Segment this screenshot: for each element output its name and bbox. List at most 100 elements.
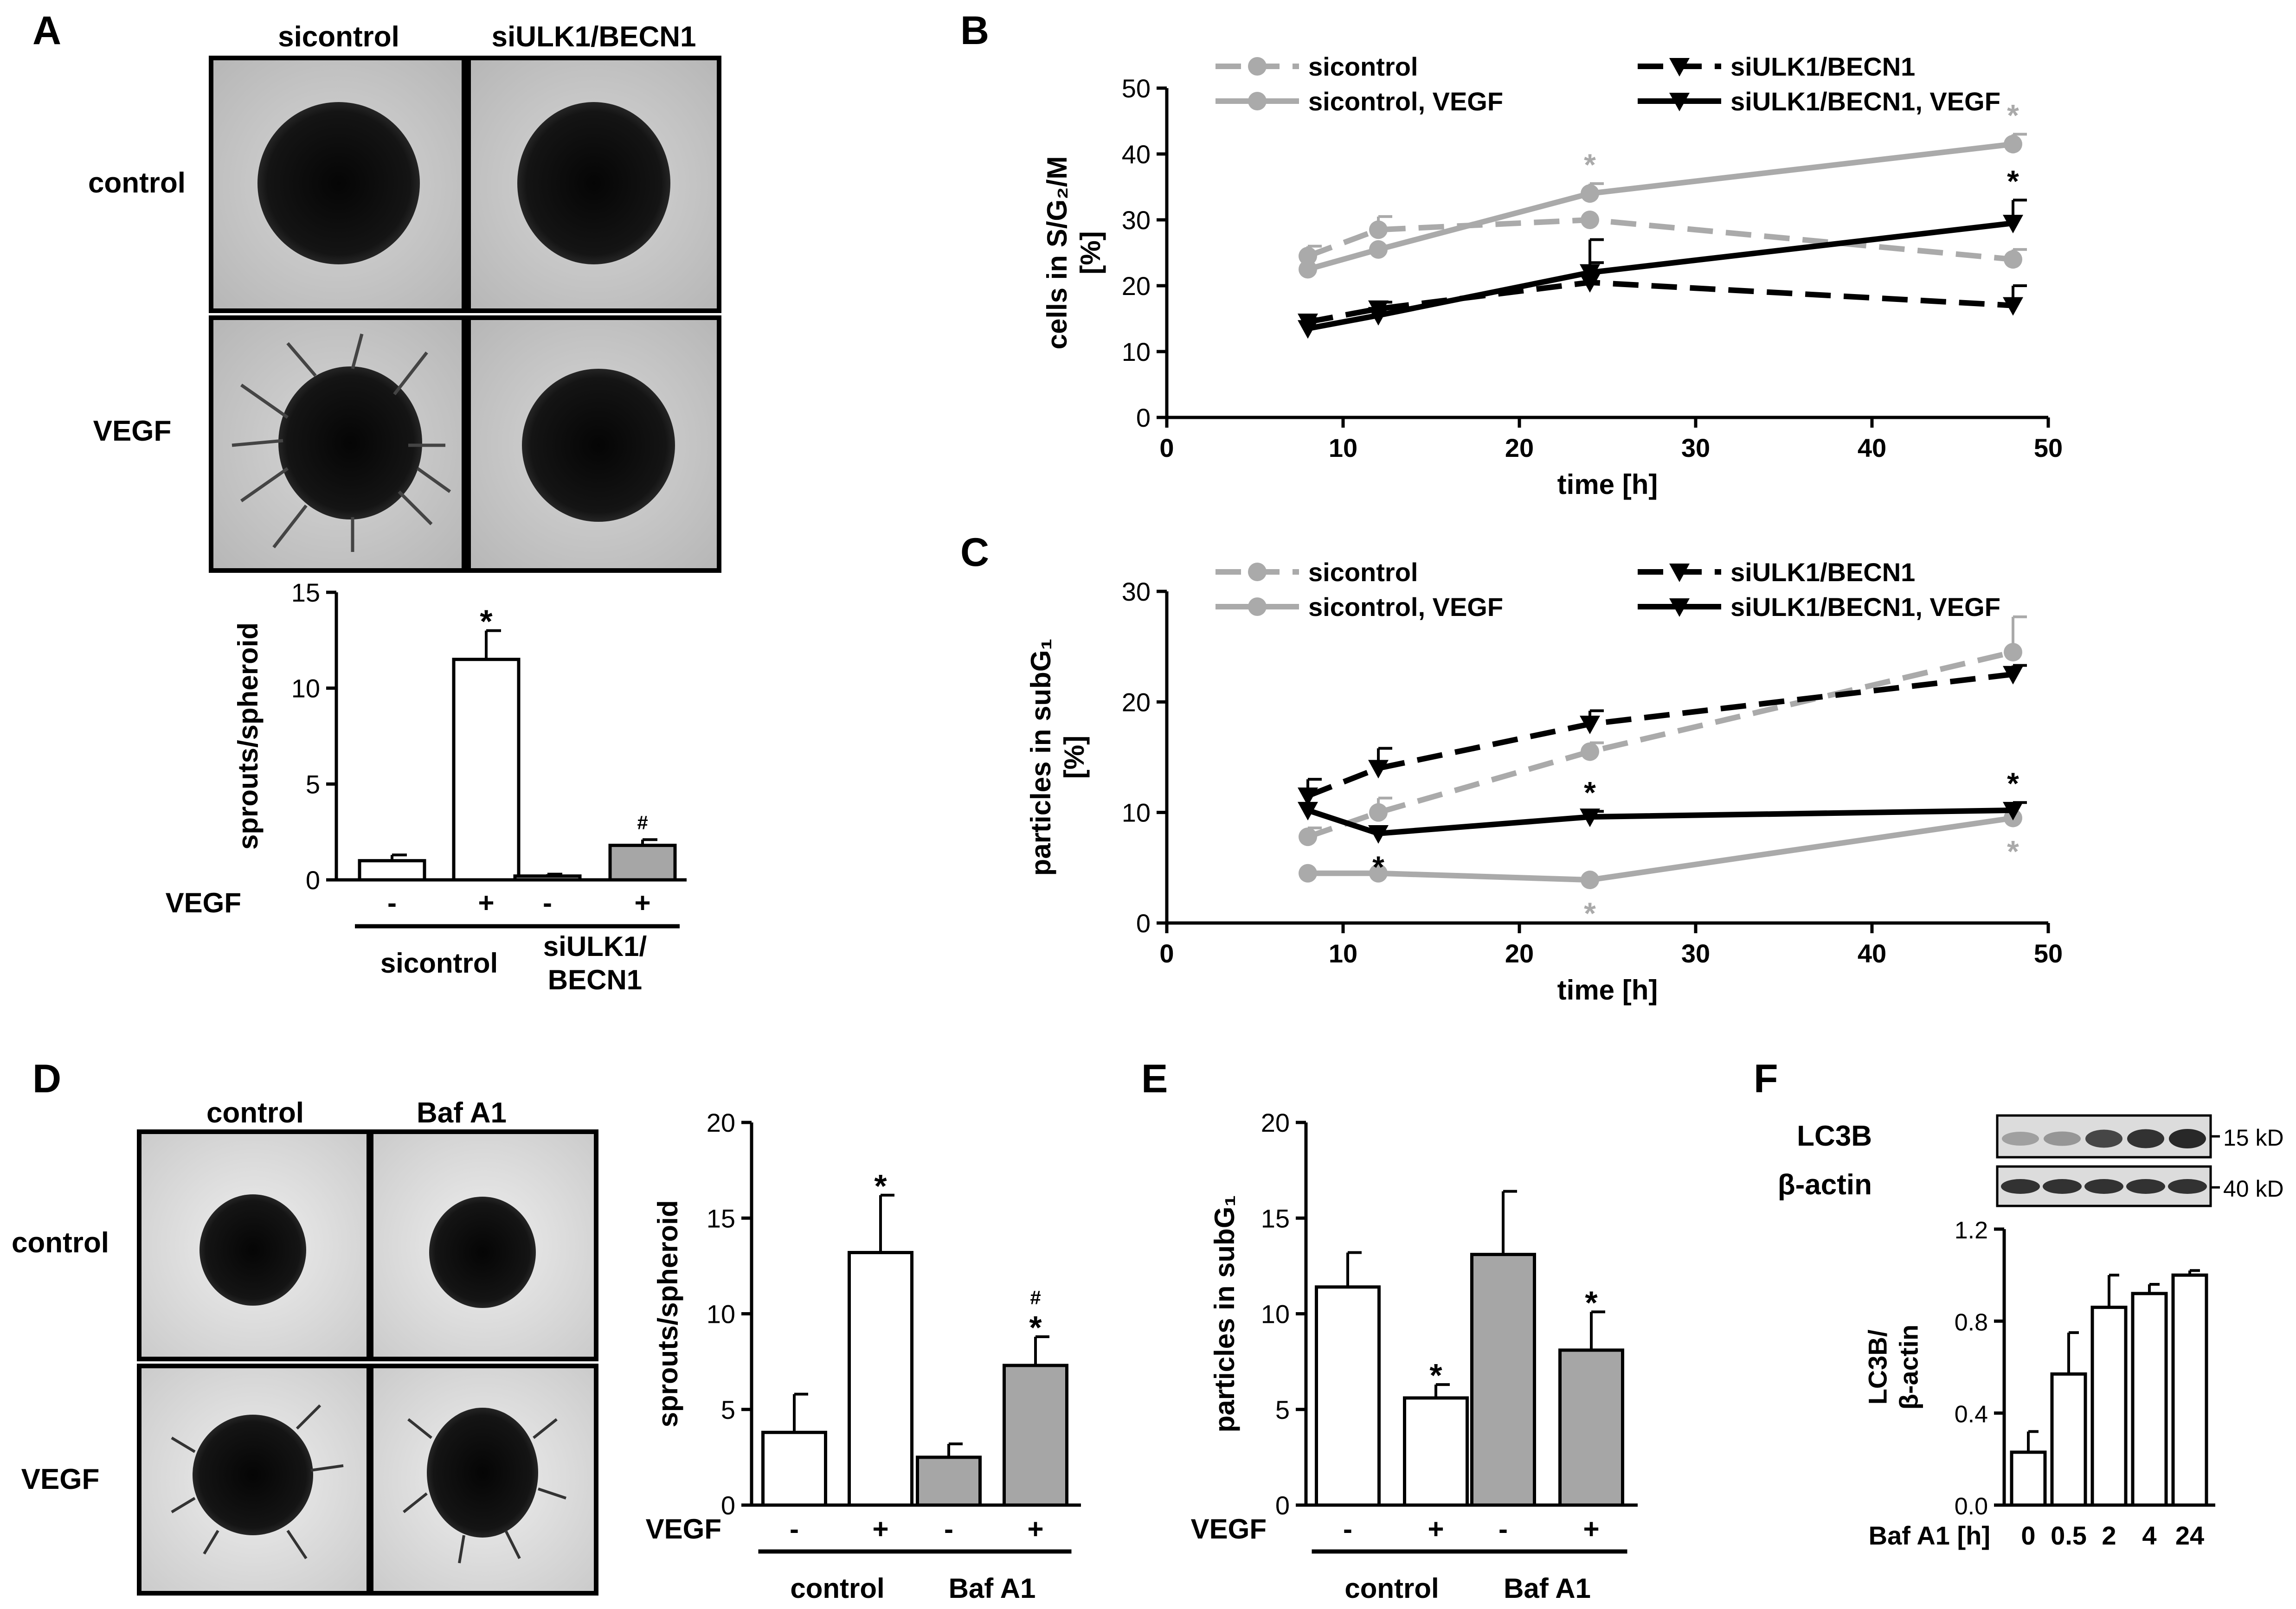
- significance-star: *: [1029, 1309, 1042, 1346]
- y-tick-label: 15: [1261, 1204, 1290, 1233]
- bar: [1403, 1396, 1469, 1507]
- spheroid: [427, 1408, 538, 1538]
- photo-d-control-vegf: [137, 1364, 371, 1596]
- data-point: [1368, 825, 1389, 844]
- series-line: [1307, 220, 2013, 332]
- group-label: Baf A1: [1504, 1573, 1591, 1604]
- lc3b-band: [2127, 1129, 2164, 1148]
- lc3b-band: [2169, 1129, 2206, 1148]
- significance-star: *: [2007, 834, 2019, 869]
- panel-a-row-label: control: [88, 167, 186, 199]
- data-point: [1369, 803, 1388, 822]
- legend-label: sicontrol, VEGF: [1308, 592, 1503, 622]
- series-line: [1307, 141, 2013, 272]
- legend-marker: [1669, 564, 1690, 582]
- chart-b-cell-cycle: 0 10 20 30 40 50 0 10 20 30 40 50 time [h] cells in S…: [1042, 52, 2063, 500]
- vegf-sign: +: [1027, 1513, 1043, 1545]
- group-label: sicontrol: [380, 948, 498, 979]
- y-axis-title: cells in S/G₂/M[%]: [1042, 156, 1106, 350]
- data-point: [1369, 240, 1388, 259]
- group-label: siULK1/BECN1: [543, 931, 647, 995]
- legend-marker: [1669, 93, 1690, 111]
- y-tick-label: 10: [1261, 1300, 1290, 1329]
- bar: [2050, 1372, 2087, 1507]
- y-tick-label: 50: [1122, 74, 1151, 103]
- group-label: Baf A1: [949, 1573, 1036, 1604]
- significance-star: *: [1584, 147, 1596, 182]
- data-point: [2004, 135, 2022, 154]
- panel-letter-f: F: [1754, 1057, 1778, 1101]
- sprouts: [171, 1404, 566, 1564]
- data-point: [2003, 666, 2023, 685]
- actin-band: [2001, 1179, 2040, 1194]
- bar: [1470, 1253, 1536, 1507]
- x-tick-label: 0.5: [2051, 1521, 2087, 1550]
- chart-f-lc3b-ratio: 0.0 0.4 0.8 1.2 LC3B/β-actin Baf A1 [h] 0 0.5 2 4…: [1863, 1217, 2215, 1550]
- panel-d-col-label: control: [206, 1097, 304, 1129]
- y-tick-label: 0: [721, 1491, 735, 1520]
- lc3b-band: [2044, 1131, 2081, 1146]
- data-point: [1580, 808, 1600, 827]
- legend-label: siULK1/BECN1, VEGF: [1730, 592, 2000, 622]
- spheroid: [522, 369, 675, 522]
- panel-a-col-label: sicontrol: [278, 21, 399, 53]
- legend-label: sicontrol, VEGF: [1308, 87, 1503, 116]
- y-tick-label: 0.0: [1955, 1493, 1988, 1520]
- spheroid: [199, 1194, 306, 1306]
- x-tick-label: 2: [2102, 1521, 2116, 1550]
- panel-d-col-label: Baf A1: [417, 1097, 507, 1129]
- data-point: [2004, 643, 2022, 662]
- y-tick-label: 40: [1122, 140, 1151, 169]
- y-tick-label: 0: [1275, 1491, 1290, 1520]
- y-tick-label: 5: [306, 769, 320, 799]
- x-tick-label: 4: [2142, 1521, 2156, 1550]
- bar: [916, 1455, 982, 1507]
- y-tick-label: 0: [306, 865, 320, 895]
- legend-marker: [1248, 563, 1267, 581]
- data-point: [1581, 211, 1599, 229]
- spheroid: [278, 366, 422, 519]
- y-tick-label: 5: [1275, 1395, 1290, 1424]
- legend-label: siULK1/BECN1: [1730, 52, 1915, 81]
- panel-a-photos: sicontrol siULK1/BECN1 control VEGF: [88, 21, 721, 573]
- bar: [2090, 1306, 2128, 1507]
- legend-marker: [1248, 57, 1267, 76]
- x-tick-label: 20: [1505, 939, 1534, 968]
- panel-a-row-label: VEGF: [93, 415, 172, 447]
- x-tick-label: 40: [1858, 939, 1886, 968]
- data-point: [1369, 220, 1388, 239]
- data-point: [2003, 801, 2023, 821]
- bar: [2010, 1450, 2047, 1507]
- y-tick-label: 5: [721, 1395, 735, 1424]
- bar: [2131, 1292, 2168, 1507]
- significance-star: *: [874, 1168, 887, 1204]
- y-tick-label: 15: [707, 1204, 735, 1233]
- spheroid: [257, 102, 420, 264]
- panel-f-blot: LC3B β-actin 15 kD 40 kD: [1778, 1114, 2284, 1207]
- data-point: [1298, 787, 1318, 806]
- y-tick-label: 0: [1136, 909, 1151, 938]
- vegf-sign: -: [944, 1513, 953, 1545]
- actin-band: [2126, 1179, 2165, 1194]
- y-tick-label: 10: [1122, 337, 1151, 366]
- data-point: [2003, 297, 2023, 316]
- significance-star: *: [2007, 98, 2019, 132]
- data-point: [1299, 260, 1317, 279]
- vegf-sign: +: [872, 1513, 888, 1545]
- vegf-sign: -: [1343, 1513, 1352, 1545]
- vegf-sign: +: [1428, 1513, 1444, 1545]
- y-tick-label: 30: [1122, 205, 1151, 235]
- data-point: [1369, 864, 1388, 883]
- chart-e-subg1: 0 5 10 15 20 particles in subG₁ * * VEGF - + - + cont…: [1191, 1108, 1638, 1604]
- legend-marker: [1248, 92, 1267, 110]
- data-point: [2004, 250, 2022, 269]
- chart-a-sprouts: 0 5 10 15 sprouts/spheroid * # VEGF - + - + sicontro…: [166, 578, 687, 995]
- y-axis-title: particles in subG₁: [1209, 1195, 1240, 1433]
- x-tick-label: 40: [1858, 433, 1886, 462]
- x-tick-label: 30: [1681, 433, 1710, 462]
- legend-label: sicontrol: [1308, 52, 1418, 81]
- y-tick-label: 20: [1122, 687, 1151, 717]
- vegf-sign: -: [790, 1513, 799, 1545]
- significance-hash: #: [637, 812, 648, 833]
- data-point: [1581, 871, 1599, 890]
